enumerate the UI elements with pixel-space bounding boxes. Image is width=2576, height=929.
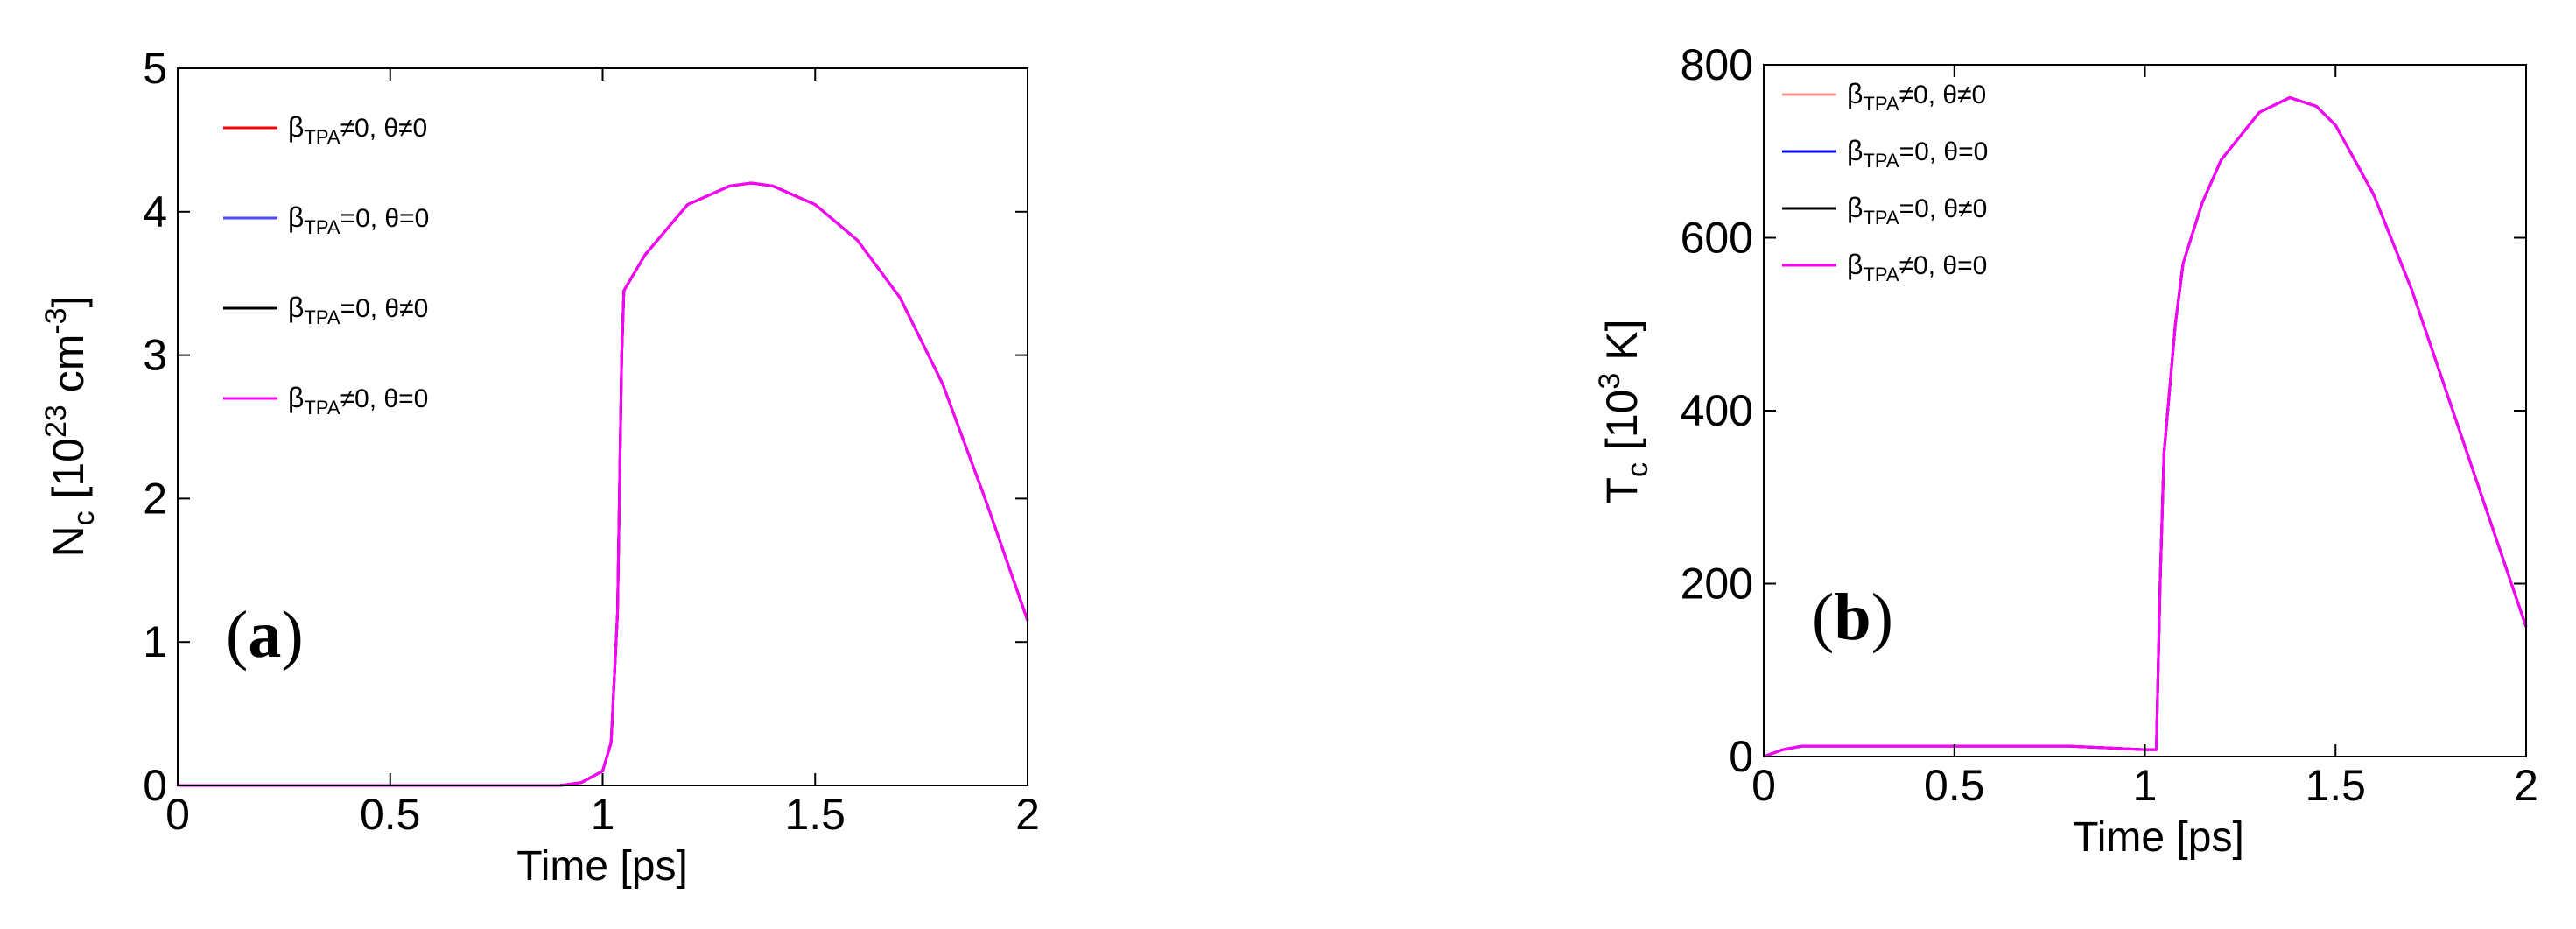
x-tick-label: 0.5: [1924, 761, 1985, 810]
legend-entry-1: βTPA≠0, θ≠0: [1782, 78, 1986, 115]
x-tick-label: 1: [2133, 761, 2158, 810]
y-tick-label: 3: [143, 331, 167, 380]
x-axis-title: Time [ps]: [516, 843, 688, 890]
y-tick-label: 4: [143, 187, 167, 236]
x-tick-label: 1.5: [2305, 761, 2366, 810]
chart-panel-a: 0 0.5 1 1.5 2 0 1 2 3 4 5 Time [ps] Nc [1023 cm-3] βT…: [39, 44, 1040, 890]
x-tick-label: 0.5: [360, 790, 421, 839]
series-line-3: [178, 181, 1029, 787]
legend-label: βTPA=0, θ≠0: [288, 292, 428, 328]
legend-entry-3: βTPA=0, θ≠0: [1782, 192, 1987, 229]
y-tick-label: 1: [143, 617, 167, 666]
series-line-4: [1763, 96, 2528, 758]
x-tick-label: 1: [591, 790, 615, 839]
x-tick-label: 0: [165, 790, 190, 839]
x-tick-label: 0: [1751, 761, 1776, 810]
y-tick-label: 400: [1681, 386, 1753, 435]
legend-entry-4: βTPA≠0, θ=0: [223, 382, 428, 419]
legend-label: βTPA=0, θ=0: [288, 201, 429, 238]
legend-label: βTPA≠0, θ=0: [288, 382, 428, 419]
legend-label: βTPA≠0, θ≠0: [1847, 78, 1986, 115]
panel-label: (b): [1812, 581, 1893, 654]
legend-label: βTPA≠0, θ≠0: [288, 111, 427, 148]
x-axis-title: Time [ps]: [2073, 814, 2244, 861]
legend-label: βTPA≠0, θ=0: [1847, 249, 1987, 285]
legend-entry-4: βTPA≠0, θ=0: [1782, 249, 1987, 285]
y-tick-label: 5: [143, 44, 167, 93]
y-axis-title: Tc [103 K]: [1593, 319, 1654, 503]
series-line-1: [1763, 96, 2528, 758]
y-tick-label: 600: [1681, 214, 1753, 263]
x-tick-label: 2: [2514, 761, 2538, 810]
legend-entry-2: βTPA=0, θ=0: [223, 201, 429, 238]
series-line-3: [1763, 96, 2528, 758]
chart-panel-b: 0 0.5 1 1.5 2 0 200 400 600 800 Time [ps] Tc [103 K…: [1593, 40, 2538, 861]
y-tick-label: 0: [143, 761, 167, 810]
x-tick-label: 2: [1015, 790, 1040, 839]
legend-entry-3: βTPA=0, θ≠0: [223, 292, 428, 328]
x-tick-label: 1.5: [784, 790, 846, 839]
legend-entry-2: βTPA=0, θ=0: [1782, 135, 1988, 172]
series-line-2: [1763, 96, 2528, 758]
legend-label: βTPA=0, θ=0: [1847, 135, 1988, 172]
panel-label: (a): [226, 598, 304, 672]
axes-frame: [177, 67, 1028, 786]
y-tick-label: 0: [1729, 732, 1753, 781]
y-tick-label: 2: [143, 474, 167, 523]
series-line-4: [178, 181, 1029, 787]
legend-entry-1: βTPA≠0, θ≠0: [223, 111, 427, 148]
y-tick-label: 200: [1681, 560, 1753, 609]
y-tick-label: 800: [1681, 40, 1753, 89]
series-line-1: [178, 181, 1029, 787]
y-axis-title: Nc [1023 cm-3]: [39, 295, 101, 557]
series-line-2: [178, 181, 1029, 787]
legend-label: βTPA=0, θ≠0: [1847, 192, 1987, 229]
